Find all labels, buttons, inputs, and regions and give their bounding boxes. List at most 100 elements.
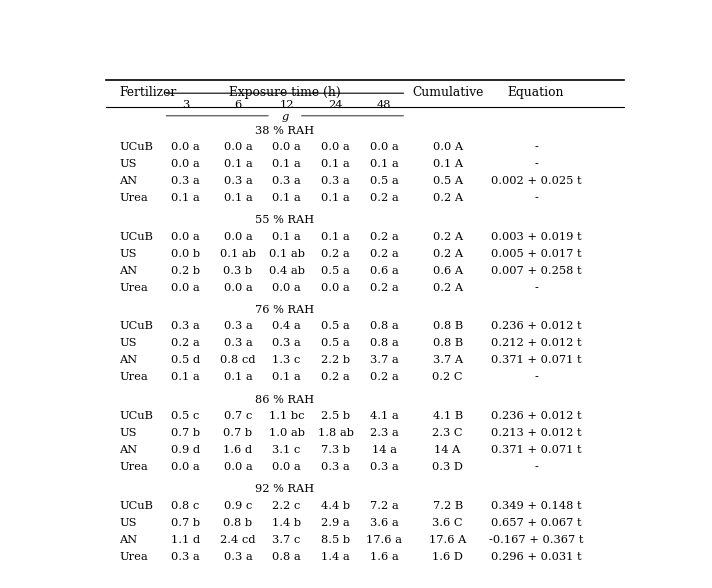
Text: 0.236 + 0.012 t: 0.236 + 0.012 t (491, 411, 581, 421)
Text: 0.0 a: 0.0 a (171, 232, 200, 242)
Text: 0.0 a: 0.0 a (171, 283, 200, 293)
Text: 0.0 A: 0.0 A (433, 142, 463, 152)
Text: -: - (534, 462, 538, 472)
Text: AN: AN (120, 534, 137, 544)
Text: 0.8 a: 0.8 a (370, 338, 399, 348)
Text: 0.8 B: 0.8 B (433, 322, 463, 332)
Text: 1.4 a: 1.4 a (321, 552, 350, 562)
Text: 2.9 a: 2.9 a (321, 517, 350, 527)
Text: AN: AN (120, 266, 137, 276)
Text: 0.3 a: 0.3 a (272, 176, 301, 186)
Text: 0.2 C: 0.2 C (432, 372, 463, 382)
Text: 0.3 a: 0.3 a (171, 322, 200, 332)
Text: 17.6 a: 17.6 a (366, 534, 402, 544)
Text: 0.5 d: 0.5 d (171, 355, 200, 365)
Text: 0.007 + 0.258 t: 0.007 + 0.258 t (491, 266, 581, 276)
Text: 0.3 a: 0.3 a (224, 338, 252, 348)
Text: 0.2 b: 0.2 b (171, 266, 200, 276)
Text: Urea: Urea (120, 372, 148, 382)
Text: US: US (120, 338, 137, 348)
Text: 1.6 d: 1.6 d (224, 445, 253, 455)
Text: 0.1 a: 0.1 a (370, 159, 399, 169)
Text: Fertilizer: Fertilizer (120, 86, 177, 99)
Text: 0.0 a: 0.0 a (321, 283, 350, 293)
Text: US: US (120, 159, 137, 169)
Text: 1.3 c: 1.3 c (273, 355, 300, 365)
Text: 0.296 + 0.031 t: 0.296 + 0.031 t (491, 552, 581, 562)
Text: 0.371 + 0.071 t: 0.371 + 0.071 t (491, 355, 581, 365)
Text: 0.2 a: 0.2 a (370, 193, 399, 203)
Text: 0.1 a: 0.1 a (272, 193, 301, 203)
Text: g: g (281, 112, 288, 122)
Text: 3.7 a: 3.7 a (370, 355, 399, 365)
Text: -: - (534, 283, 538, 293)
Text: 2.5 b: 2.5 b (321, 411, 350, 421)
Text: 2.3 a: 2.3 a (370, 428, 399, 438)
Text: 0.3 a: 0.3 a (321, 462, 350, 472)
Text: 0.0 a: 0.0 a (224, 232, 252, 242)
Text: 0.1 a: 0.1 a (171, 372, 200, 382)
Text: 0.005 + 0.017 t: 0.005 + 0.017 t (491, 249, 581, 259)
Text: 1.8 ab: 1.8 ab (318, 428, 354, 438)
Text: 12: 12 (279, 100, 294, 110)
Text: Cumulative: Cumulative (412, 86, 483, 99)
Text: Urea: Urea (120, 552, 148, 562)
Text: 0.3 a: 0.3 a (224, 322, 252, 332)
Text: 0.6 A: 0.6 A (433, 266, 463, 276)
Text: 3.7 c: 3.7 c (273, 534, 300, 544)
Text: 0.236 + 0.012 t: 0.236 + 0.012 t (491, 322, 581, 332)
Text: 0.1 ab: 0.1 ab (268, 249, 305, 259)
Text: 0.5 a: 0.5 a (321, 322, 350, 332)
Text: 1.1 bc: 1.1 bc (269, 411, 304, 421)
Text: 3: 3 (182, 100, 189, 110)
Text: 0.2 A: 0.2 A (433, 283, 463, 293)
Text: 0.5 a: 0.5 a (321, 338, 350, 348)
Text: 55 % RAH: 55 % RAH (256, 215, 315, 225)
Text: 0.7 b: 0.7 b (224, 428, 253, 438)
Text: 0.0 a: 0.0 a (224, 462, 252, 472)
Text: 0.6 a: 0.6 a (370, 266, 399, 276)
Text: -: - (534, 142, 538, 152)
Text: 0.003 + 0.019 t: 0.003 + 0.019 t (491, 232, 581, 242)
Text: US: US (120, 517, 137, 527)
Text: 0.2 a: 0.2 a (370, 283, 399, 293)
Text: 0.8 B: 0.8 B (433, 338, 463, 348)
Text: 1.6 a: 1.6 a (370, 552, 399, 562)
Text: UCuB: UCuB (120, 500, 153, 511)
Text: 1.1 d: 1.1 d (171, 534, 200, 544)
Text: 0.1 A: 0.1 A (433, 159, 463, 169)
Text: 0.657 + 0.067 t: 0.657 + 0.067 t (491, 517, 581, 527)
Text: Urea: Urea (120, 193, 148, 203)
Text: 17.6 A: 17.6 A (429, 534, 466, 544)
Text: 0.002 + 0.025 t: 0.002 + 0.025 t (491, 176, 581, 186)
Text: 0.2 a: 0.2 a (321, 249, 350, 259)
Text: 3.6 a: 3.6 a (370, 517, 399, 527)
Text: 0.0 a: 0.0 a (370, 142, 399, 152)
Text: 0.3 a: 0.3 a (370, 462, 399, 472)
Text: 0.3 a: 0.3 a (171, 552, 200, 562)
Text: -0.167 + 0.367 t: -0.167 + 0.367 t (488, 534, 583, 544)
Text: 24: 24 (328, 100, 343, 110)
Text: 7.3 b: 7.3 b (321, 445, 350, 455)
Text: 0.1 a: 0.1 a (272, 232, 301, 242)
Text: 0.8 c: 0.8 c (172, 500, 199, 511)
Text: 0.0 a: 0.0 a (224, 142, 252, 152)
Text: 0.9 d: 0.9 d (171, 445, 200, 455)
Text: 0.0 a: 0.0 a (272, 462, 301, 472)
Text: Exposure time (h): Exposure time (h) (229, 86, 341, 99)
Text: 0.5 a: 0.5 a (321, 266, 350, 276)
Text: AN: AN (120, 176, 137, 186)
Text: 6: 6 (234, 100, 241, 110)
Text: 0.2 A: 0.2 A (433, 249, 463, 259)
Text: 1.4 b: 1.4 b (272, 517, 301, 527)
Text: 0.0 a: 0.0 a (224, 283, 252, 293)
Text: 0.212 + 0.012 t: 0.212 + 0.012 t (491, 338, 581, 348)
Text: UCuB: UCuB (120, 232, 153, 242)
Text: UCuB: UCuB (120, 411, 153, 421)
Text: 1.0 ab: 1.0 ab (268, 428, 305, 438)
Text: -: - (534, 159, 538, 169)
Text: 0.2 a: 0.2 a (370, 232, 399, 242)
Text: 0.3 b: 0.3 b (224, 266, 253, 276)
Text: 0.1 a: 0.1 a (224, 193, 252, 203)
Text: 7.2 B: 7.2 B (433, 500, 463, 511)
